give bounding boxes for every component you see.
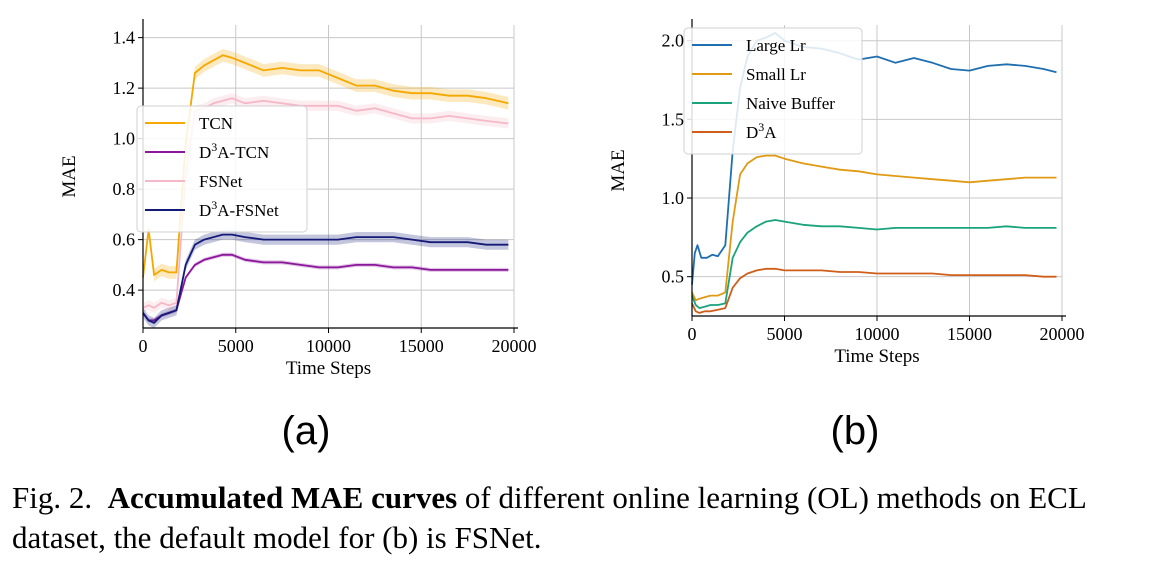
- panel-b-xtick-label: 10000: [855, 324, 900, 344]
- panel-b-legend-label: Large Lr: [746, 36, 806, 55]
- panel-b-series-d3a: [691, 267, 1057, 314]
- caption-rest: of different online learning (OL) method…: [12, 480, 1086, 555]
- panel-a-series-fsnet: [142, 97, 509, 309]
- panel-a-band-fsnet: [143, 93, 509, 313]
- panel-a-xtick-label: 20000: [492, 336, 537, 356]
- panel-a-xtick-label: 5000: [218, 336, 254, 356]
- panel-b-ytick-label: 1.0: [662, 188, 685, 208]
- panel-b-legend-text: D: [746, 123, 758, 142]
- panel-b-xlabel: Time Steps: [834, 346, 919, 367]
- panel-a-xtick-label: 0: [139, 336, 148, 356]
- panel-a-legend-text: D: [199, 143, 211, 162]
- panel-a-legend-sup: 3: [211, 140, 217, 154]
- panel-a-ytick-label: 0.6: [113, 230, 136, 250]
- panel-a-legend-label: FSNet: [199, 172, 243, 191]
- panel-b-legend-text: Small Lr: [746, 65, 806, 84]
- figure-caption: Fig. 2. Accumulated MAE curves of differ…: [12, 478, 1152, 558]
- panel-b-legend-frame: [683, 27, 863, 155]
- panel-a-legend-text: FSNet: [199, 172, 243, 191]
- panel-b-label: (b): [831, 409, 880, 453]
- panel-a-xtick-label: 15000: [399, 336, 444, 356]
- panel-b-xtick-label: 5000: [767, 324, 803, 344]
- panel-a-legend-label: D3A-FSNet: [199, 198, 279, 220]
- panel-a-label: (a): [282, 409, 331, 453]
- panel-a-ytick-label: 0.8: [113, 179, 136, 199]
- panel-a-ytick-label: 0.4: [113, 280, 136, 300]
- panel-a-legend-text: A-FSNet: [217, 201, 279, 220]
- panel-a-legend-label: D3A-TCN: [199, 140, 269, 162]
- panel-b-ylabel: MAE: [608, 149, 629, 191]
- panel-a-series-d3a-fsnet: [142, 233, 509, 324]
- panel-b-series-small lr: [691, 154, 1057, 302]
- panel-a-legend-text: TCN: [199, 114, 233, 133]
- panel-a-legend-sup: 3: [211, 198, 217, 212]
- panel-b-legend-text: Large Lr: [746, 36, 806, 55]
- panel-b-ytick-label: 0.5: [662, 267, 685, 287]
- panel-a-legend-label: TCN: [199, 114, 233, 133]
- panel-a-ylabel: MAE: [59, 155, 80, 197]
- panel-b-chart: 0 5000 10000 15000 20000 0.5 1.0 1.5 2.0 Time Ste…: [608, 19, 1085, 367]
- panel-b-legend-text: A: [764, 123, 777, 142]
- panel-a-xtick-label: 10000: [306, 336, 351, 356]
- panel-a-series-tcn: [142, 54, 509, 278]
- panel-a-legend-text: D: [199, 201, 211, 220]
- panel-b-xtick-label: 15000: [947, 324, 992, 344]
- panel-a-ytick-label: 1.0: [113, 129, 136, 149]
- panel-b-ytick-label: 1.5: [662, 109, 685, 129]
- panel-b-legend-label: Naive Buffer: [746, 94, 835, 113]
- panel-b-legend-sup: 3: [758, 120, 764, 134]
- figure: 0 5000 10000 15000 20000 0.4 0.6 0.8 1.0 1.2 1.4 Ti…: [59, 19, 1085, 453]
- panel-b-xtick-label: 0: [688, 324, 697, 344]
- panel-a-ytick-label: 1.4: [113, 28, 136, 48]
- panel-a-legend-text: A-TCN: [217, 143, 269, 162]
- caption-prefix: Fig. 2.: [12, 480, 93, 515]
- panel-a-xlabel: Time Steps: [286, 358, 371, 379]
- caption-bold: Accumulated MAE curves: [107, 480, 458, 515]
- panel-a-legend-frame: [136, 105, 308, 233]
- panel-a-band-d3a-fsnet: [143, 229, 509, 328]
- panel-a-ytick-label: 1.2: [113, 78, 136, 98]
- panel-a-chart: 0 5000 10000 15000 20000 0.4 0.6 0.8 1.0 1.2 1.4 Ti…: [59, 19, 537, 379]
- panel-b-ytick-label: 2.0: [662, 31, 685, 51]
- panel-b-legend: Large Lr Small Lr Naive Buffer D3A: [683, 27, 863, 155]
- panel-b-series-naive buffer: [691, 219, 1057, 310]
- panel-b-legend-label: D3A: [746, 120, 777, 142]
- panel-b-legend-label: Small Lr: [746, 65, 806, 84]
- panel-b-legend-text: Naive Buffer: [746, 94, 835, 113]
- panel-b-xtick-label: 20000: [1040, 324, 1085, 344]
